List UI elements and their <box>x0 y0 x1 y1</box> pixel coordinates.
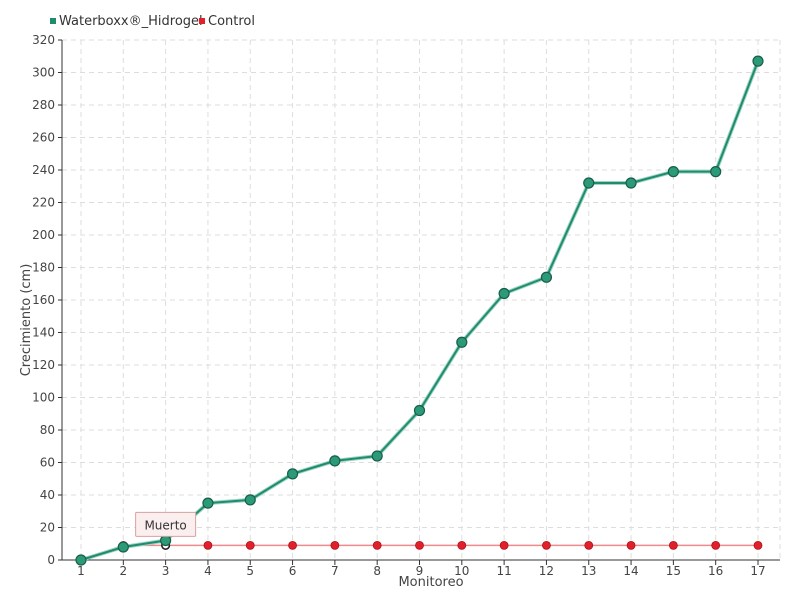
data-point[interactable] <box>456 336 468 348</box>
y-tick-label: 40 <box>40 488 55 502</box>
tooltip-box <box>135 511 197 537</box>
x-tick-label: 10 <box>454 564 469 578</box>
x-tick-label: 4 <box>204 564 212 578</box>
annotation-tooltip: Muerto <box>135 511 197 537</box>
legend-label-waterboxx[interactable]: Waterboxx®_Hidrogel <box>59 14 203 29</box>
data-point[interactable] <box>540 271 553 283</box>
legend: Waterboxx®_Hidrogel Control <box>50 14 255 29</box>
data-point[interactable] <box>626 540 636 550</box>
data-point[interactable] <box>710 166 722 178</box>
data-point[interactable] <box>668 540 678 550</box>
y-tick-label: 80 <box>40 423 55 437</box>
tooltip-text: Muerto <box>144 518 186 532</box>
data-point[interactable] <box>203 540 213 550</box>
data-point[interactable] <box>371 450 383 462</box>
data-point[interactable] <box>498 287 510 300</box>
x-tick-label: 5 <box>246 564 254 578</box>
x-tick-label: 11 <box>496 564 511 578</box>
y-tick-labels: 0 20 40 60 80 100 120 140 160 180 200 220 240 260 280 3… <box>32 33 62 567</box>
data-point[interactable] <box>753 540 763 550</box>
y-tick-label: 140 <box>32 326 55 340</box>
x-tick-label: 13 <box>581 564 596 578</box>
data-point[interactable] <box>667 166 679 178</box>
legend-swatch-waterboxx <box>50 18 56 24</box>
data-point[interactable] <box>202 497 214 509</box>
data-point[interactable] <box>245 540 255 550</box>
data-point[interactable] <box>584 540 594 550</box>
x-tick-labels: 1 2 3 4 5 6 7 8 9 10 11 12 13 14 15 16 17 <box>77 560 766 578</box>
legend-label-control[interactable]: Control <box>208 14 255 29</box>
grid <box>62 39 781 560</box>
data-point[interactable] <box>583 177 595 189</box>
y-axis-title: Crecimiento (cm) <box>19 264 34 377</box>
y-tick-label: 220 <box>32 196 55 210</box>
y-tick-label: 0 <box>47 553 55 567</box>
data-point[interactable] <box>117 541 129 553</box>
x-tick-label: 6 <box>289 564 297 578</box>
x-tick-label: 1 <box>77 564 85 578</box>
data-point[interactable] <box>752 55 764 67</box>
x-tick-label: 7 <box>331 564 339 578</box>
x-tick-label: 12 <box>539 564 554 578</box>
x-tick-label: 16 <box>708 564 723 578</box>
data-point[interactable] <box>711 540 721 550</box>
y-tick-label: 60 <box>40 456 55 470</box>
legend-swatch-control <box>199 18 205 24</box>
x-tick-label: 8 <box>373 564 381 578</box>
x-tick-label: 14 <box>623 564 638 578</box>
data-point[interactable] <box>288 540 297 550</box>
x-axis-title: Monitoreo <box>398 575 463 590</box>
data-point[interactable] <box>244 494 256 506</box>
y-tick-label: 180 <box>32 261 55 275</box>
y-tick-label: 120 <box>32 358 55 372</box>
y-tick-label: 20 <box>40 521 55 535</box>
y-tick-label: 100 <box>32 391 55 405</box>
y-tick-label: 160 <box>32 293 55 307</box>
data-point[interactable] <box>625 177 637 189</box>
x-tick-label: 17 <box>750 564 765 578</box>
axes <box>61 40 780 561</box>
x-tick-label: 3 <box>162 564 170 578</box>
data-point[interactable] <box>542 540 551 550</box>
y-tick-label: 300 <box>32 66 55 80</box>
data-point[interactable] <box>75 554 87 566</box>
data-point[interactable] <box>499 540 509 550</box>
y-tick-label: 240 <box>32 163 55 177</box>
data-point[interactable] <box>413 404 426 417</box>
data-point[interactable] <box>330 540 340 550</box>
data-point[interactable] <box>372 540 382 550</box>
data-point[interactable] <box>415 540 424 550</box>
x-tick-label: 9 <box>416 564 424 578</box>
x-tick-label: 2 <box>119 564 127 578</box>
y-tick-label: 320 <box>32 33 55 47</box>
data-point[interactable] <box>160 534 172 547</box>
y-tick-label: 200 <box>32 228 55 242</box>
x-tick-label: 15 <box>666 564 681 578</box>
y-tick-label: 260 <box>32 131 55 145</box>
data-point[interactable] <box>286 468 299 480</box>
y-tick-label: 280 <box>32 98 55 112</box>
data-point[interactable] <box>329 455 341 467</box>
data-point[interactable] <box>457 540 467 550</box>
